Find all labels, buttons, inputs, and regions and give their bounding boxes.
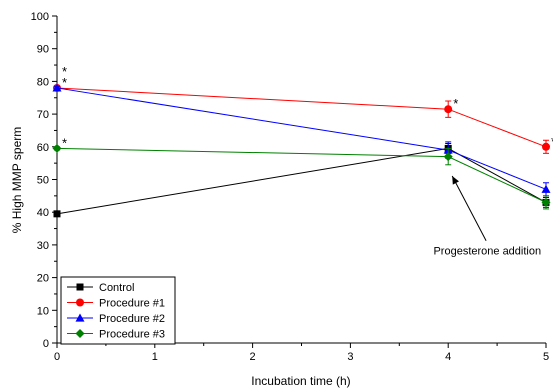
legend-item: Procedure #1 bbox=[67, 298, 165, 310]
data-point bbox=[53, 210, 61, 218]
x-tick-label: 0 bbox=[54, 351, 60, 363]
data-point bbox=[542, 142, 550, 151]
x-axis-label: Incubation time (h) bbox=[251, 374, 350, 388]
series-layer: ***** bbox=[52, 64, 553, 218]
y-tick-label: 30 bbox=[37, 240, 49, 252]
x-tick-label: 3 bbox=[347, 351, 353, 363]
significance-marker: * bbox=[453, 96, 458, 111]
significance-marker: * bbox=[62, 64, 67, 79]
series-line bbox=[56, 147, 547, 215]
data-point bbox=[52, 143, 62, 153]
data-point bbox=[444, 105, 453, 114]
y-tick-label: 80 bbox=[37, 76, 49, 88]
annotation-arrowhead bbox=[452, 175, 460, 185]
series-line bbox=[56, 87, 547, 190]
annotation-layer: Progesterone addition bbox=[433, 175, 541, 258]
legend-label: Procedure #2 bbox=[99, 313, 165, 325]
axes: 0 10 20 30 40 50 60 70 80 90 100 0 1 2 3 4 5 bbox=[31, 11, 549, 363]
data-point bbox=[75, 329, 85, 338]
annotation-arrow bbox=[451, 175, 487, 241]
y-tick-label: 60 bbox=[37, 142, 49, 154]
y-tick-label: 20 bbox=[37, 273, 49, 285]
legend-label: Procedure #1 bbox=[99, 298, 165, 310]
series-control bbox=[53, 143, 550, 218]
significance-marker: * bbox=[62, 135, 67, 150]
data-point bbox=[541, 184, 551, 193]
data-point bbox=[443, 152, 453, 162]
data-point bbox=[76, 298, 84, 307]
series-line bbox=[56, 87, 547, 148]
significance-marker: * bbox=[62, 75, 67, 90]
series-procedure-2 bbox=[52, 83, 551, 197]
legend-item: Control bbox=[67, 282, 134, 294]
data-point bbox=[541, 197, 551, 207]
x-tick-label: 4 bbox=[445, 351, 451, 363]
y-tick-label: 0 bbox=[43, 338, 49, 350]
y-tick-label: 10 bbox=[37, 305, 49, 317]
x-tick-label: 5 bbox=[543, 351, 549, 363]
y-tick-label: 40 bbox=[37, 207, 49, 219]
significance-marker: * bbox=[551, 134, 553, 149]
data-point bbox=[75, 313, 85, 322]
annotation-label: Progesterone addition bbox=[433, 246, 541, 258]
data-point bbox=[76, 283, 84, 291]
legend: Control Procedure #1 Procedure #2 Procedure… bbox=[60, 276, 176, 345]
legend-item: Procedure #2 bbox=[67, 313, 165, 325]
series-procedure-1 bbox=[53, 83, 550, 154]
series-line bbox=[56, 147, 547, 203]
legend-item: Procedure #3 bbox=[67, 329, 165, 341]
data-point bbox=[52, 83, 62, 92]
legend-label: Control bbox=[99, 282, 134, 294]
y-tick-label: 90 bbox=[37, 44, 49, 56]
y-tick-label: 100 bbox=[31, 11, 49, 23]
y-tick-label: 70 bbox=[37, 109, 49, 121]
y-tick-label: 50 bbox=[37, 175, 49, 187]
x-tick-label: 2 bbox=[250, 351, 256, 363]
series-procedure-3 bbox=[52, 143, 551, 210]
y-axis-label: % High MMP sperm bbox=[10, 127, 24, 233]
legend-label: Procedure #3 bbox=[99, 329, 165, 341]
x-tick-label: 1 bbox=[152, 351, 158, 363]
